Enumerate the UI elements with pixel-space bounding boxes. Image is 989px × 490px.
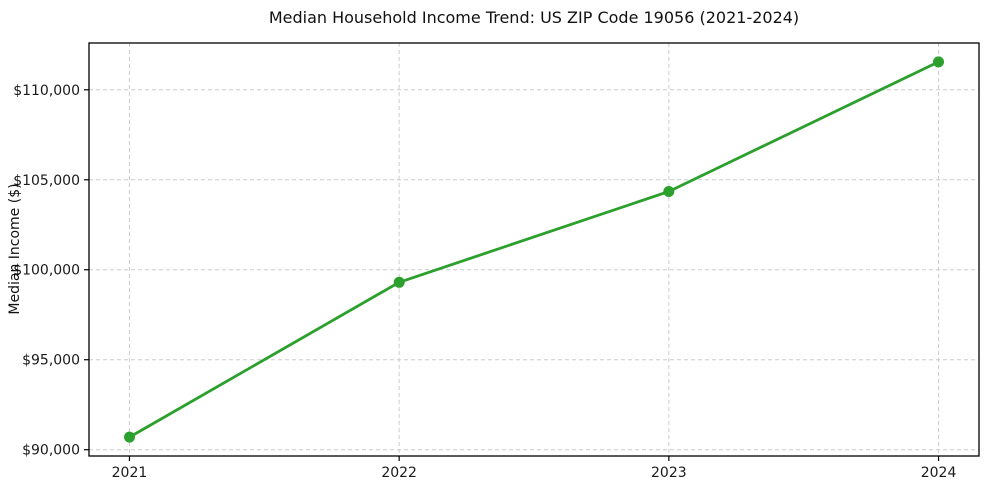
data-point-2024 (933, 56, 944, 68)
x-tick-label: 2023 (651, 465, 687, 481)
y-axis-title: Median Income ($) (7, 183, 23, 315)
x-tick-label: 2022 (381, 465, 417, 481)
y-tick-label: $90,000 (22, 443, 80, 459)
y-tick-label: $100,000 (13, 263, 80, 279)
data-point-2023 (663, 186, 675, 197)
chart-title: Median Household Income Trend: US ZIP Co… (268, 8, 800, 27)
y-tick-label: $95,000 (22, 353, 80, 369)
axes-border (88, 42, 980, 457)
y-tick-label: $105,000 (13, 173, 80, 189)
x-tick-label: 2024 (921, 465, 957, 481)
y-tick-label: $110,000 (13, 83, 80, 99)
data-point-2022 (393, 276, 405, 288)
x-tick-label: 2021 (112, 465, 148, 481)
trend-line (128, 60, 940, 439)
data-point-2021 (124, 431, 135, 443)
